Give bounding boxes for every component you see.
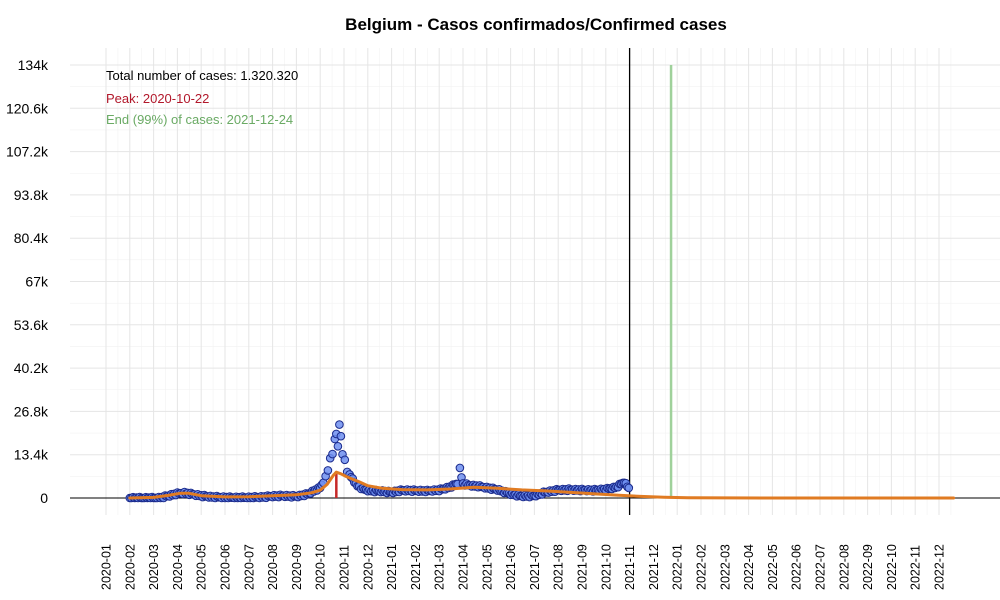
x-tick-label: 2021-04 [457, 544, 471, 590]
daily-case-point [455, 463, 465, 473]
x-tick-label: 2022-11 [909, 545, 923, 590]
grid-lines [70, 48, 1000, 515]
x-tick-label: 2020-10 [314, 544, 328, 590]
x-tick-label: 2021-07 [528, 544, 542, 590]
x-tick-label: 2020-07 [242, 544, 256, 590]
x-tick-label: 2021-11 [623, 545, 637, 590]
daily-case-point [323, 466, 333, 475]
x-tick-label: 2021-03 [433, 544, 447, 590]
x-tick-label: 2020-04 [171, 544, 185, 590]
x-tick-label: 2022-12 [933, 544, 947, 590]
y-tick-label: 80.4k [14, 230, 49, 246]
annotation-total-cases: Total number of cases: 1.320.320 [106, 68, 298, 83]
x-tick-label: 2021-08 [552, 544, 566, 590]
x-tick-label: 2020-03 [147, 544, 161, 590]
chart-marks [70, 48, 1000, 515]
y-tick-label: 120.6k [6, 100, 49, 116]
daily-case-point [328, 449, 337, 459]
x-tick-label: 2022-01 [671, 544, 685, 590]
y-tick-label: 53.6k [14, 317, 49, 333]
y-tick-label: 13.4k [14, 447, 49, 463]
x-tick-label: 2022-03 [718, 544, 732, 590]
x-tick-label: 2022-02 [695, 544, 709, 590]
x-tick-label: 2020-08 [266, 544, 280, 590]
y-tick-label: 40.2k [14, 360, 49, 376]
daily-case-point [335, 420, 344, 429]
x-tick-label: 2020-12 [361, 544, 375, 590]
y-axis-ticks: 0 13.4k 26.8k 40.2k 53.6k 67k 80.4k 93.8k 107.2k… [6, 57, 49, 506]
daily-case-point [333, 442, 343, 451]
x-tick-label: 2022-09 [861, 544, 875, 590]
x-tick-label: 2021-10 [599, 544, 613, 590]
x-tick-label: 2022-10 [885, 544, 899, 590]
x-tick-label: 2022-08 [837, 544, 851, 590]
y-tick-label: 0 [40, 490, 48, 506]
x-tick-label: 2020-01 [100, 544, 114, 590]
annotation-peak: Peak: 2020-10-22 [106, 91, 209, 106]
x-tick-label: 2021-02 [409, 544, 423, 590]
chart-annotations: Total number of cases: 1.320.320 Peak: 2… [106, 68, 298, 127]
y-tick-label: 67k [25, 274, 49, 290]
daily-case-point [340, 455, 350, 465]
y-tick-label: 93.8k [14, 187, 49, 203]
x-tick-label: 2020-05 [195, 544, 209, 590]
x-tick-label: 2021-12 [647, 544, 661, 590]
x-tick-label: 2020-09 [290, 544, 304, 590]
x-tick-label: 2021-05 [480, 544, 494, 590]
x-tick-label: 2021-06 [504, 544, 518, 590]
x-tick-label: 2022-07 [814, 544, 828, 590]
y-tick-label: 107.2k [6, 144, 49, 160]
annotation-end: End (99%) of cases: 2021-12-24 [106, 112, 293, 127]
x-tick-label: 2021-01 [385, 544, 399, 590]
daily-case-point [624, 483, 634, 493]
x-tick-label: 2020-02 [123, 544, 137, 590]
x-tick-label: 2020-11 [338, 545, 352, 590]
x-tick-label: 2022-05 [766, 544, 780, 590]
chart-title: Belgium - Casos confirmados/Confirmed ca… [345, 15, 727, 34]
x-tick-label: 2022-04 [742, 544, 756, 590]
x-axis-ticks: 2020-01 2020-02 2020-03 2020-04 2020-05 2020-… [100, 544, 947, 590]
smoothed-fit-line [128, 470, 956, 500]
x-tick-label: 2021-09 [576, 544, 590, 590]
daily-case-point [336, 431, 346, 441]
y-tick-label: 134k [18, 57, 49, 73]
y-tick-label: 26.8k [14, 403, 49, 419]
x-tick-label: 2020-06 [219, 544, 233, 590]
x-tick-label: 2022-06 [790, 544, 804, 590]
